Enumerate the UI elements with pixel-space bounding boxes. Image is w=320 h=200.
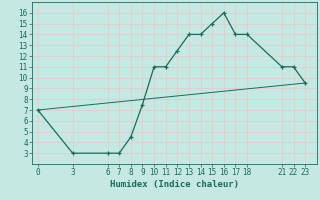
X-axis label: Humidex (Indice chaleur): Humidex (Indice chaleur) [110, 180, 239, 189]
